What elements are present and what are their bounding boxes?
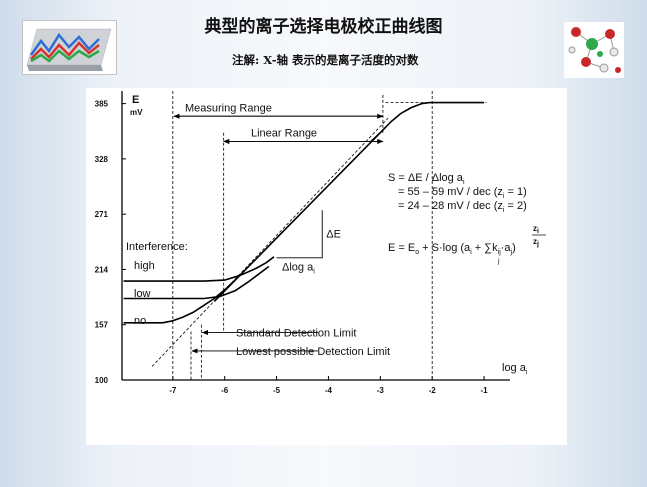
- sum-index: j: [497, 258, 500, 265]
- y-tick-label: 214: [95, 265, 109, 274]
- x-tick-label: -7: [169, 386, 177, 395]
- x-tick-label: -4: [325, 386, 333, 395]
- line-chart-thumbnail-icon: [22, 20, 117, 75]
- interference-label: Interference:: [126, 241, 188, 253]
- slope-definition: S = ΔE / Δlog ai: [388, 172, 465, 186]
- y-tick-label: 385: [95, 100, 109, 109]
- slide-title: 典型的离子选择电极校正曲线图: [204, 17, 443, 37]
- measuring-range-label: Measuring Range: [185, 102, 272, 114]
- exponent-denominator: zj: [533, 237, 539, 248]
- y-tick-label: 100: [95, 376, 109, 385]
- x-tick-label: -6: [221, 386, 229, 395]
- y-tick-label: 271: [95, 210, 109, 219]
- x-tick-label: -3: [377, 386, 385, 395]
- standard-limit-label: Standard Detection Limit: [236, 327, 356, 339]
- series-label-no: no: [134, 315, 146, 327]
- molecule-model-icon: [564, 22, 624, 78]
- curve-low: [123, 265, 270, 300]
- lowest-limit-label: Lowest possible Detection Limit: [236, 346, 390, 358]
- exponent-numerator: zi: [533, 224, 539, 235]
- linear-range-label: Linear Range: [251, 127, 317, 139]
- x-tick-label: -5: [273, 386, 281, 395]
- calibration-chart: 100 157 214 271 328 385 -7 -6 -5 -4 -3 -2 -1 EmV log a…: [95, 91, 546, 395]
- y-tick-label: 328: [95, 155, 109, 164]
- x-axis-label: log ai: [502, 362, 528, 376]
- delta-e-label: ΔE: [326, 228, 341, 240]
- curve-no: [123, 279, 236, 324]
- series-label-low: low: [134, 288, 151, 300]
- y-axis-label: E: [132, 94, 139, 106]
- slide-note: 注解: X-轴 表示的是离子活度的对数: [232, 53, 419, 67]
- series-label-high: high: [134, 260, 155, 272]
- y-tick-label: 157: [95, 321, 109, 330]
- x-tick-label: -2: [429, 386, 437, 395]
- curve-high: [123, 256, 275, 282]
- slope-monovalent: = 55 – 59 mV / dec (zi = 1): [398, 186, 527, 200]
- slope-divalent: = 24 – 28 mV / dec (zi = 2): [398, 200, 527, 214]
- y-axis-unit: mV: [130, 108, 143, 117]
- nikolsky-equation: E = Eo + S·log (ai + ∑kij·aj): [388, 242, 516, 256]
- extrapolated-line: [151, 117, 389, 367]
- curve-linear: [213, 132, 381, 302]
- delta-log-label: Δlog ai: [282, 261, 315, 275]
- x-tick-label: -1: [481, 386, 489, 395]
- curve-upper: [369, 101, 485, 143]
- slope-triangle: [276, 210, 323, 259]
